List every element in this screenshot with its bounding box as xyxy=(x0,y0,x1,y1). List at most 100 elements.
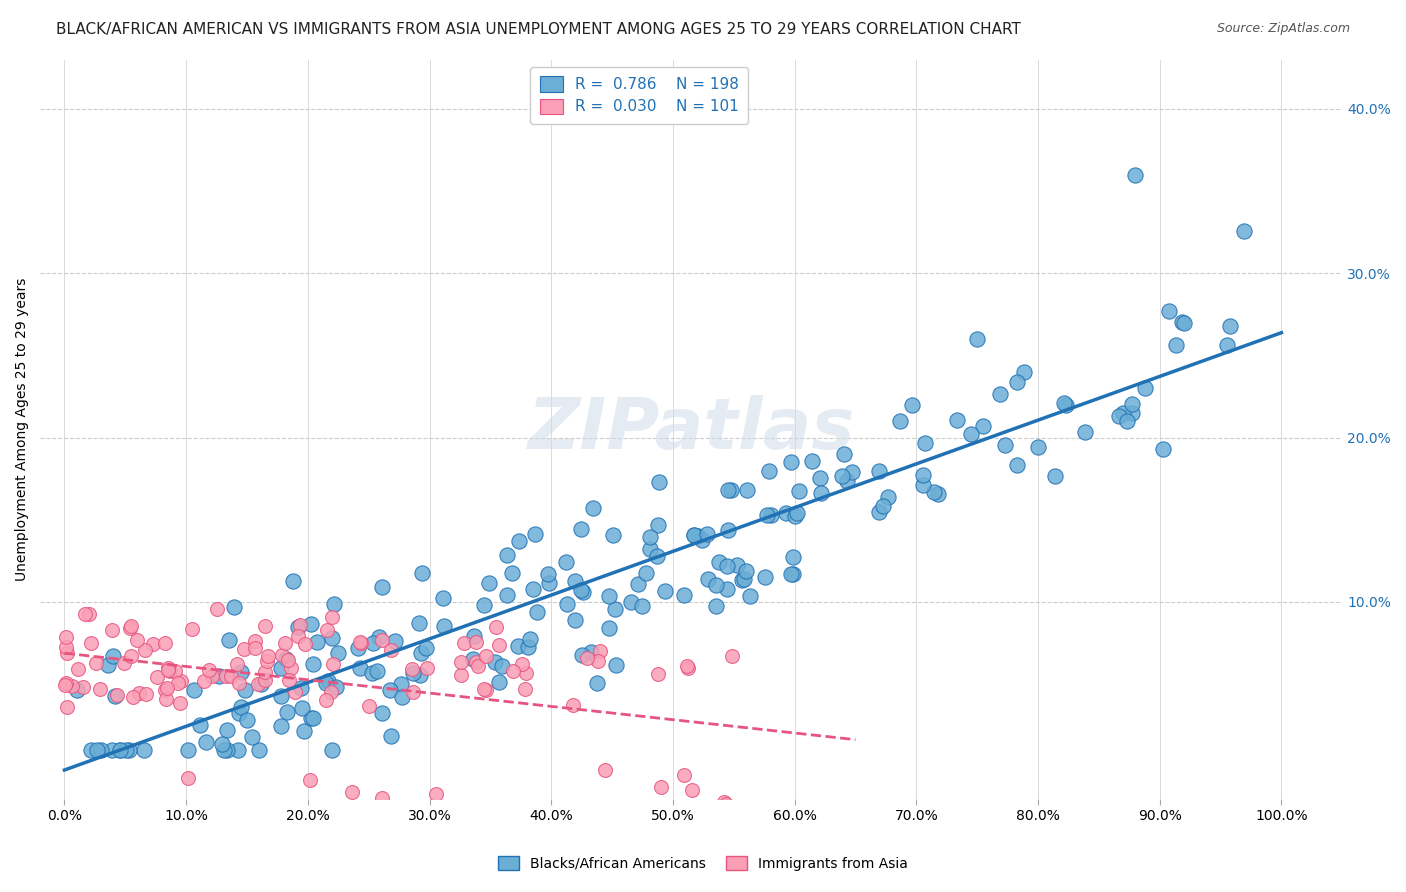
Point xyxy=(472,681,495,696)
Point xyxy=(287,629,309,643)
Point xyxy=(256,654,278,668)
Point xyxy=(1125,168,1147,182)
Point xyxy=(603,602,626,616)
Legend: R =  0.786    N = 198, R =  0.030    N = 101: R = 0.786 N = 198, R = 0.030 N = 101 xyxy=(530,67,748,124)
Point xyxy=(756,508,779,523)
Point xyxy=(496,588,519,602)
Point xyxy=(526,605,548,619)
Point xyxy=(371,790,394,805)
Point xyxy=(513,682,536,697)
Point xyxy=(121,648,143,663)
Point xyxy=(361,636,384,650)
Point xyxy=(516,640,538,654)
Point xyxy=(1121,406,1143,420)
Point xyxy=(371,633,394,648)
Point xyxy=(247,743,270,757)
Point xyxy=(650,780,672,795)
Point xyxy=(278,673,301,687)
Point xyxy=(299,773,322,788)
Point xyxy=(194,735,217,749)
Point xyxy=(759,508,782,523)
Point xyxy=(508,639,530,653)
Point xyxy=(1005,375,1028,389)
Point xyxy=(108,743,131,757)
Point xyxy=(290,617,312,632)
Point xyxy=(391,677,413,691)
Point xyxy=(316,624,339,638)
Point xyxy=(1157,304,1180,318)
Point xyxy=(586,676,609,690)
Point xyxy=(810,485,832,500)
Point xyxy=(349,635,371,649)
Point xyxy=(193,674,215,689)
Point xyxy=(654,584,676,599)
Point xyxy=(323,597,346,611)
Point xyxy=(425,787,447,801)
Point xyxy=(156,661,179,675)
Point xyxy=(56,647,79,661)
Point xyxy=(219,669,242,683)
Point xyxy=(146,670,169,684)
Point xyxy=(673,588,696,602)
Point xyxy=(733,572,755,586)
Point xyxy=(120,619,142,633)
Point xyxy=(274,636,297,650)
Point xyxy=(181,622,204,636)
Point xyxy=(681,782,703,797)
Point xyxy=(391,690,413,704)
Point xyxy=(786,506,808,520)
Point xyxy=(276,705,298,719)
Point xyxy=(555,597,578,611)
Point xyxy=(1219,319,1241,334)
Point xyxy=(243,634,266,648)
Point xyxy=(115,743,138,757)
Point xyxy=(647,667,669,681)
Point xyxy=(299,711,322,725)
Point xyxy=(236,713,259,727)
Point xyxy=(208,669,231,683)
Point xyxy=(496,549,519,563)
Text: Source: ZipAtlas.com: Source: ZipAtlas.com xyxy=(1216,22,1350,36)
Point xyxy=(118,621,141,635)
Point xyxy=(287,620,309,634)
Point xyxy=(1012,365,1035,379)
Point xyxy=(361,666,384,681)
Point xyxy=(475,649,498,664)
Point xyxy=(256,648,278,663)
Point xyxy=(299,616,322,631)
Point xyxy=(1173,316,1195,330)
Point xyxy=(1121,396,1143,410)
Point xyxy=(922,484,945,499)
Point xyxy=(782,566,804,581)
Point xyxy=(371,706,394,720)
Point xyxy=(508,533,530,548)
Point xyxy=(233,642,256,657)
Point xyxy=(731,573,754,587)
Point xyxy=(1026,440,1049,454)
Point xyxy=(240,730,263,744)
Point xyxy=(73,607,96,622)
Point xyxy=(380,729,402,743)
Point xyxy=(415,640,437,655)
Point xyxy=(564,613,586,627)
Point xyxy=(522,582,544,596)
Point xyxy=(169,696,191,710)
Point xyxy=(350,636,373,650)
Point xyxy=(709,555,731,569)
Point xyxy=(77,607,100,621)
Point xyxy=(636,566,658,580)
Point xyxy=(128,686,150,700)
Point xyxy=(229,700,252,714)
Point xyxy=(475,682,498,697)
Point xyxy=(682,528,704,542)
Point xyxy=(537,576,560,591)
Point xyxy=(716,559,738,574)
Point xyxy=(485,620,508,634)
Point xyxy=(224,600,246,615)
Point xyxy=(972,419,994,434)
Point xyxy=(134,743,156,757)
Point xyxy=(402,685,425,699)
Point xyxy=(270,661,292,675)
Point xyxy=(159,665,181,679)
Point xyxy=(368,630,391,644)
